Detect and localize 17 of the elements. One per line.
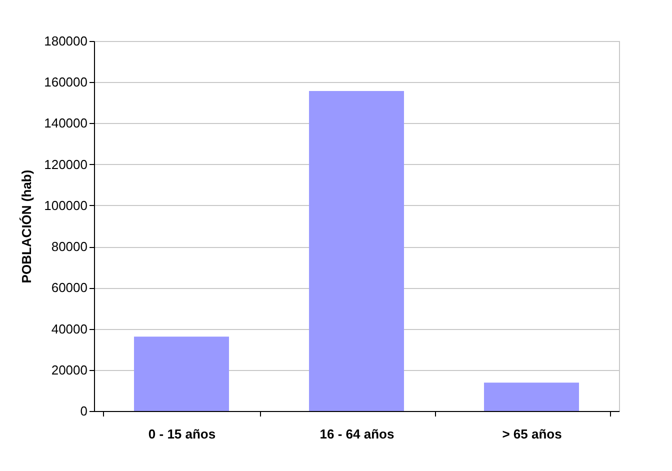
y-tick-label: 120000 [44, 156, 88, 172]
y-tick-label: 80000 [51, 239, 88, 254]
x-tick-label: 16 - 64 años [320, 426, 394, 442]
bar [134, 336, 229, 411]
x-tick-label: 0 - 15 años [148, 426, 216, 442]
y-tick-label: 140000 [44, 116, 88, 131]
x-tick-label: > 65 años [502, 426, 562, 442]
y-tick-label: 60000 [51, 280, 88, 296]
y-tick-label: 180000 [44, 34, 88, 48]
bar [309, 90, 404, 411]
bar [484, 382, 579, 411]
y-tick-label: 20000 [51, 362, 88, 378]
y-tick-label: 160000 [44, 74, 88, 90]
y-tick-label: 0 [80, 404, 88, 418]
y-tick-label: 100000 [44, 198, 88, 213]
y-tick-label: 40000 [51, 321, 88, 336]
y-axis-title: POBLACIÓN (hab) [19, 170, 34, 284]
